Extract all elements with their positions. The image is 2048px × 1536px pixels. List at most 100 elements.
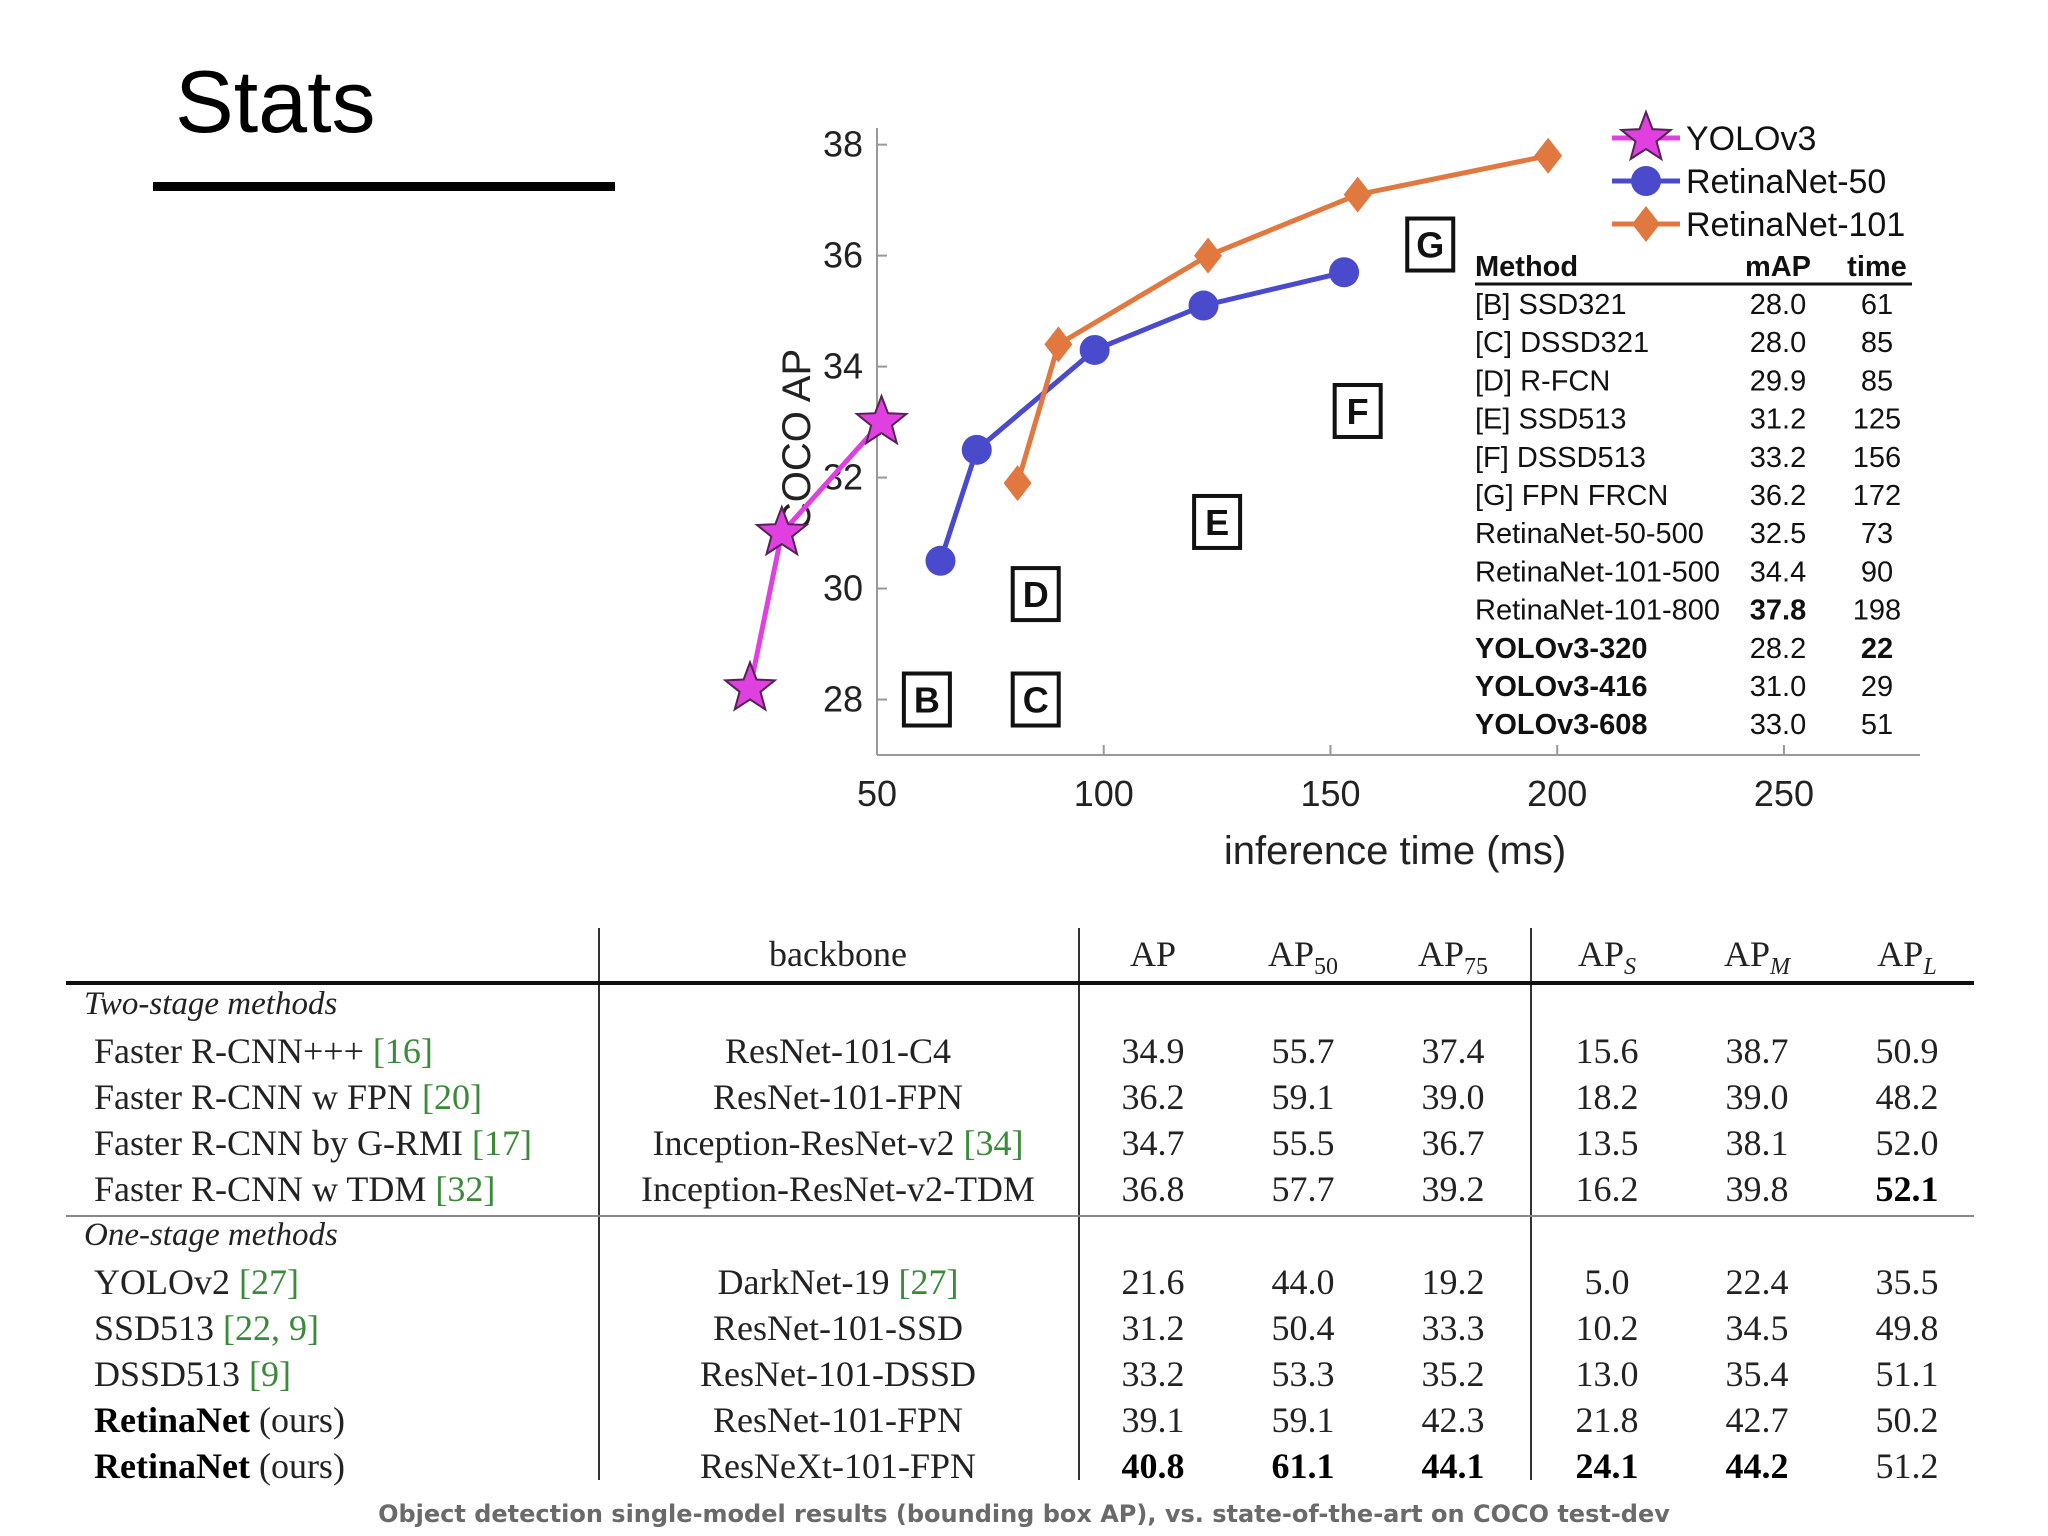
method-citation: [20] [422, 1077, 483, 1117]
row-value: 33.3 [1421, 1308, 1485, 1348]
row-value: 39.1 [1121, 1400, 1185, 1440]
slide-title: Stats [175, 52, 376, 151]
row-value: 34.9 [1121, 1031, 1185, 1071]
legend-marker-yolov3 [1618, 109, 1674, 162]
row-method: YOLOv2 [27] [94, 1260, 634, 1304]
method-citation: [16] [372, 1031, 433, 1071]
row-value: 21.8 [1575, 1400, 1639, 1440]
row-value: 53.3 [1271, 1354, 1335, 1394]
method-citation: [17] [471, 1123, 532, 1163]
section-rule [66, 1215, 1974, 1217]
row-value: 50.2 [1875, 1400, 1939, 1440]
row-backbone: ResNet-101-FPN [598, 1075, 1078, 1119]
legend-label-yolov3: YOLOv3 [1686, 120, 1816, 158]
method-box-e [1192, 493, 1243, 550]
row-value: 38.1 [1725, 1123, 1789, 1163]
inset-row-map: 28.0 [1750, 289, 1806, 321]
inset-row-map: 31.2 [1750, 404, 1806, 436]
row-value: 40.8 [1121, 1446, 1185, 1486]
row-value: 13.5 [1575, 1123, 1639, 1163]
method-box-g [1405, 216, 1456, 273]
row-value: 50.9 [1875, 1031, 1939, 1071]
row-value: 5.0 [1584, 1262, 1630, 1302]
row-method: DSSD513 [9] [94, 1352, 634, 1396]
legend-marker-retinanet-50 [1631, 166, 1661, 196]
inset-row-map: 37.8 [1750, 595, 1806, 627]
row-value: 37.4 [1421, 1031, 1485, 1071]
method-name: Faster R-CNN+++ [94, 1031, 364, 1071]
x-axis-title: inference time (ms) [1224, 829, 1566, 873]
row-method: Faster R-CNN w TDM [32] [94, 1167, 634, 1211]
inset-row-time: 61 [1861, 289, 1893, 321]
row-value: 24.1 [1575, 1446, 1639, 1486]
backbone-citation: [27] [898, 1262, 959, 1302]
space [426, 1169, 435, 1209]
header-subscript: 50 [1314, 954, 1339, 981]
row-value: 59.1 [1271, 1400, 1335, 1440]
header-text: AP [1129, 934, 1177, 974]
method-name: RetinaNet [94, 1400, 250, 1440]
row-value: 22.4 [1725, 1262, 1789, 1302]
row-value: 18.2 [1575, 1077, 1639, 1117]
row-value: 36.2 [1121, 1077, 1185, 1117]
x-tick-label: 150 [1300, 773, 1360, 814]
row-method: Faster R-CNN+++ [16] [94, 1029, 634, 1073]
method-box-label: D [1023, 574, 1049, 615]
row-value: 15.6 [1575, 1031, 1639, 1071]
method-name: RetinaNet [94, 1446, 250, 1486]
space [250, 1446, 259, 1486]
inset-header-time: time [1847, 251, 1907, 283]
inset-row-map: 28.2 [1750, 633, 1806, 665]
header-apl: APL [1832, 932, 1982, 989]
table-row: YOLOv2 [27] DarkNet-19 [27] 21.6 44.0 19.2 5.… [66, 1260, 1974, 1304]
inset-row-method: YOLOv3-320 [1475, 633, 1647, 665]
header-rule [66, 981, 1974, 985]
row-value: 44.1 [1421, 1446, 1485, 1486]
row-method: Faster R-CNN w FPN [20] [94, 1075, 634, 1119]
space [230, 1262, 239, 1302]
row-value: 42.7 [1725, 1400, 1789, 1440]
table-header-row: backbone AP AP50 AP75 APS APM APL [66, 932, 1974, 980]
row-value: 59.1 [1271, 1077, 1335, 1117]
row-value: 21.6 [1121, 1262, 1185, 1302]
space [250, 1400, 259, 1440]
header-aps: APS [1532, 932, 1682, 989]
inset-header-method: Method [1475, 251, 1578, 283]
table-row: Faster R-CNN w FPN [20] ResNet-101-FPN 36.… [66, 1075, 1974, 1119]
inset-row-time: 172 [1853, 480, 1901, 512]
row-value: 35.5 [1875, 1262, 1939, 1302]
method-name: DSSD513 [94, 1354, 241, 1394]
data-point-yolov3 [754, 504, 810, 557]
row-value: 48.2 [1875, 1077, 1939, 1117]
row-value: 19.2 [1421, 1262, 1485, 1302]
backbone-name: ResNet-101-C4 [725, 1031, 951, 1071]
data-point-yolov3 [722, 659, 778, 712]
header-subscript: M [1770, 954, 1791, 981]
column-divider [1530, 928, 1532, 1480]
backbone-name: ResNeXt-101-FPN [700, 1446, 976, 1486]
row-value: 51.1 [1875, 1354, 1939, 1394]
figure-caption: Object detection single-model results (b… [378, 1500, 1670, 1528]
header-apm: APM [1682, 932, 1832, 989]
header-text: AP [1267, 934, 1315, 974]
inset-row-method: [G] FPN FRCN [1475, 480, 1668, 512]
row-method: RetinaNet (ours) [94, 1398, 634, 1442]
table-row: SSD513 [22, 9] ResNet-101-SSD 31.2 50.4 33.3… [66, 1306, 1974, 1350]
method-citation: [32] [435, 1169, 496, 1209]
y-tick-label: 36 [823, 235, 863, 276]
method-citation: [27] [238, 1262, 299, 1302]
backbone-name: ResNet-101-FPN [713, 1077, 963, 1117]
header-text: AP [1577, 934, 1625, 974]
y-tick-label: 34 [823, 346, 863, 387]
row-value: 38.7 [1725, 1031, 1789, 1071]
backbone-name: ResNet-101-SSD [713, 1308, 963, 1348]
table-row: RetinaNet (ours) ResNet-101-FPN 39.1 59.1 42… [66, 1398, 1974, 1442]
inset-row-method: [D] R-FCN [1475, 365, 1610, 397]
row-value: 35.2 [1421, 1354, 1485, 1394]
data-point-retinanet-101 [1003, 465, 1032, 502]
x-tick-label: 100 [1074, 773, 1134, 814]
data-point-retinanet-101 [1343, 176, 1372, 213]
row-value: 33.2 [1121, 1354, 1185, 1394]
inset-row-time: 73 [1861, 518, 1893, 550]
data-point-retinanet-50 [961, 434, 992, 465]
